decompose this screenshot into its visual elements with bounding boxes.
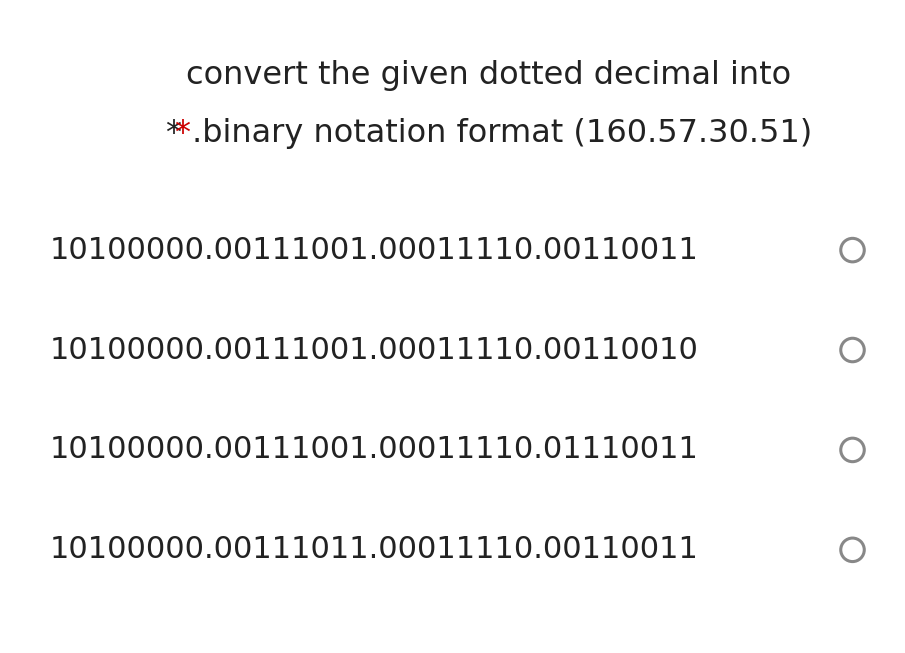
Text: 10100000.00111001.00011110.00110011: 10100000.00111001.00011110.00110011	[50, 236, 699, 264]
Text: * .binary notation format (160.57.30.51): * .binary notation format (160.57.30.51)	[166, 118, 812, 150]
Text: 10100000.00111001.00011110.00110010: 10100000.00111001.00011110.00110010	[50, 336, 699, 364]
Text: 10100000.00111001.00011110.01110011: 10100000.00111001.00011110.01110011	[50, 436, 699, 464]
Text: convert the given dotted decimal into: convert the given dotted decimal into	[186, 59, 791, 91]
Text: 10100000.00111011.00011110.00110011: 10100000.00111011.00011110.00110011	[50, 535, 699, 564]
Text: *: *	[174, 118, 190, 150]
